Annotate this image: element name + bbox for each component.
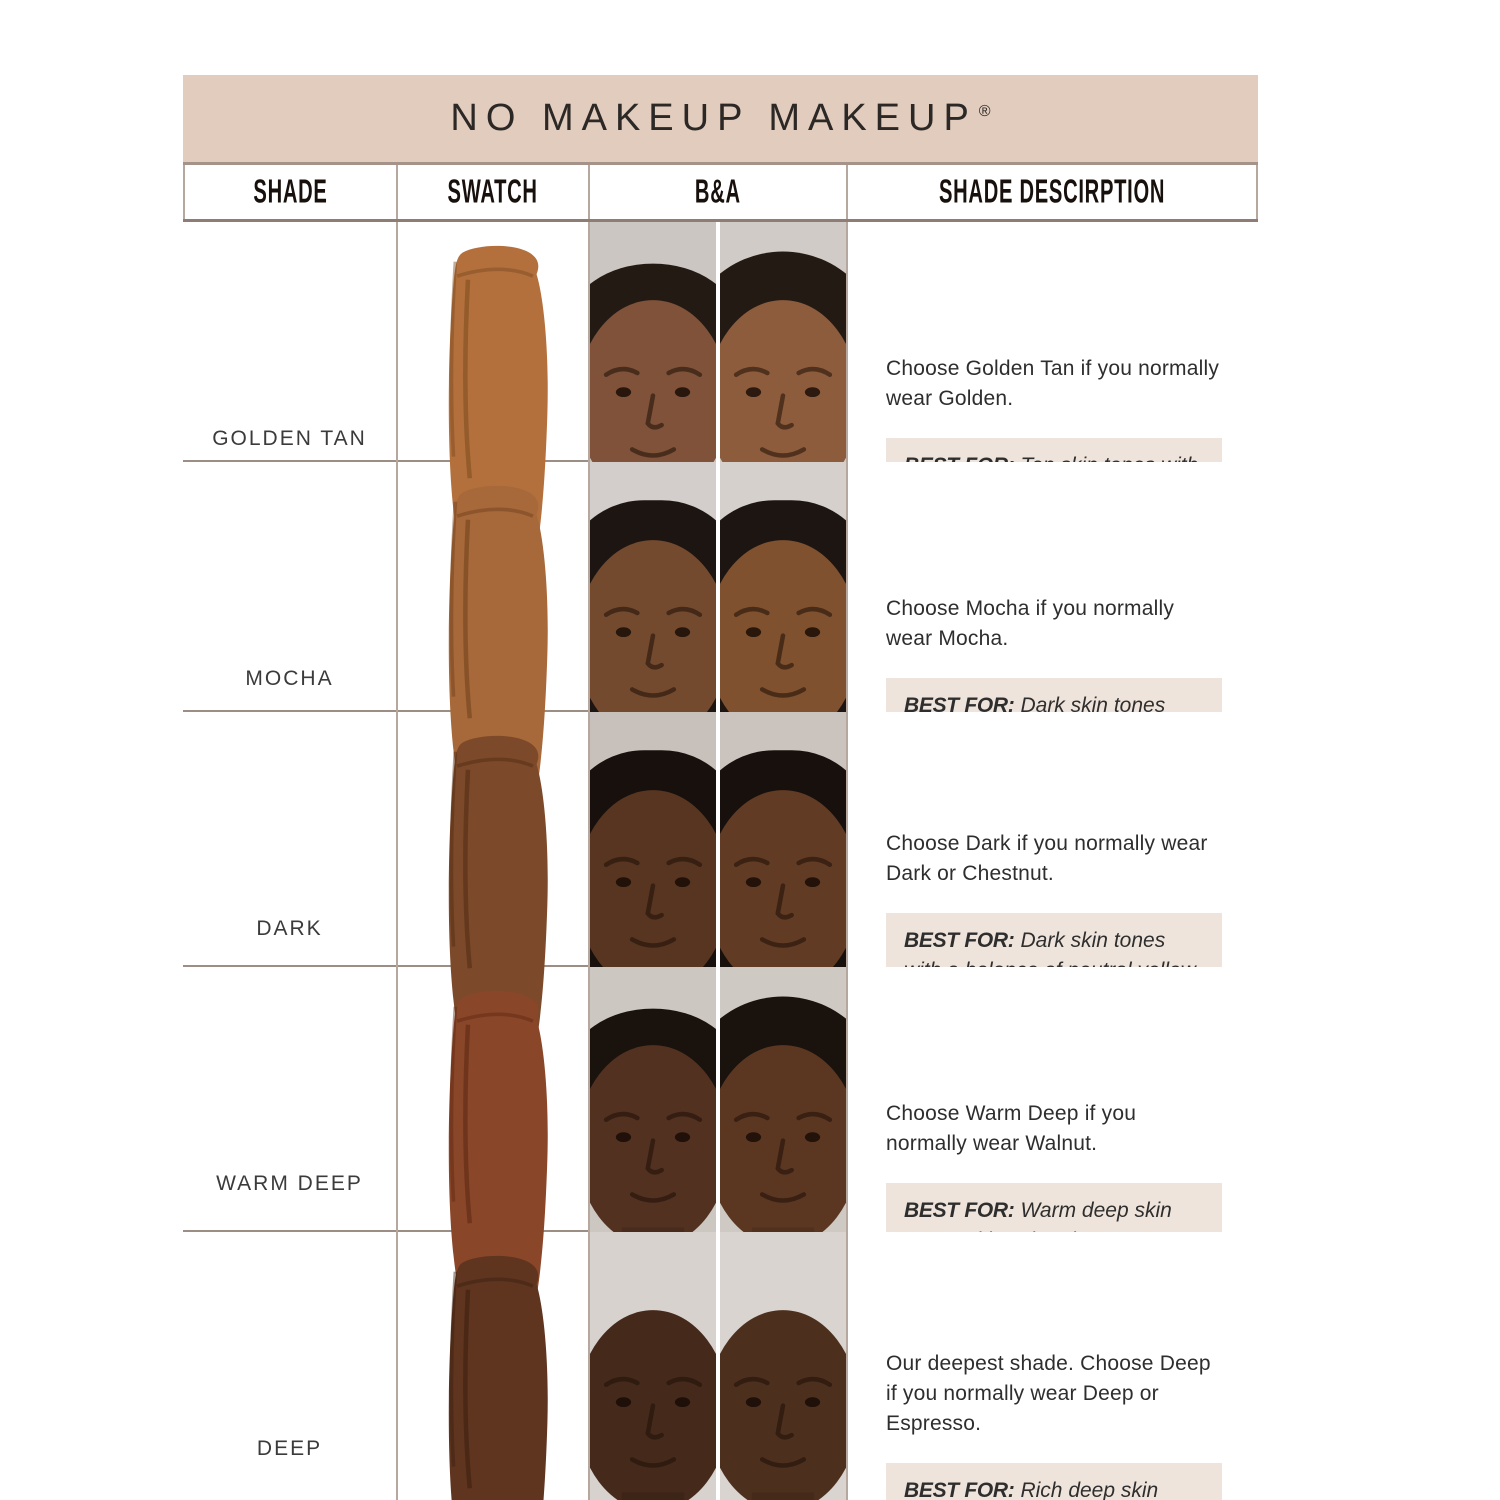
shade-description: Choose Mocha if you normally wear Mocha. <box>886 597 1175 651</box>
description-cell: Our deepest shade. Choose Deep if you no… <box>848 1232 1258 1500</box>
shade-name: GOLDEN TAN <box>212 427 367 450</box>
swatch-edge-line <box>462 1025 472 1224</box>
shade-cell: MOCHA <box>183 462 398 896</box>
swatch-edge-line <box>462 1290 472 1489</box>
column-header-swatch-label: SWATCH <box>447 172 539 210</box>
shade-name: DEEP <box>256 1437 323 1460</box>
shade-cell: DEEP <box>183 1232 398 1500</box>
brand-title: NO MAKEUP MAKEUP ® <box>450 97 990 140</box>
swatch-cell <box>398 1232 590 1500</box>
shade-description: Choose Warm Deep if you normally wear Wa… <box>886 1102 1137 1156</box>
registered-mark: ® <box>978 103 991 121</box>
after-photo: NO MAKEUP MAKEUP® <box>720 1232 846 1500</box>
column-header-shade: SHADE <box>183 165 398 219</box>
shade-name: WARM DEEP <box>216 1172 363 1195</box>
table-row: DARK <box>183 712 1258 1146</box>
column-header-description-label: SHADE DESCIRPTION <box>938 172 1166 210</box>
shade-cell: WARM DEEP <box>183 967 398 1401</box>
best-for-label: BEST FOR: <box>904 694 1015 717</box>
swatch-fold-line <box>449 752 534 948</box>
best-for-text: Rich deep skin tones with neutral undero… <box>1020 1478 1159 1500</box>
swatch-fold-line <box>449 1007 534 1203</box>
shade-name: MOCHA <box>245 667 334 690</box>
best-for-label: BEST FOR: <box>904 1199 1015 1222</box>
swatch-image <box>448 1256 548 1500</box>
after-photo-image <box>720 1232 846 1500</box>
column-header-ba-label: B&A <box>695 172 741 210</box>
table-row: WARM DEEP <box>183 967 1258 1401</box>
table-body: GOLDEN TAN <box>183 222 1258 1500</box>
best-for-label: BEST FOR: <box>904 929 1015 953</box>
shade-cell: GOLDEN TAN <box>183 222 398 656</box>
shade-description: Choose Golden Tan if you normally wear G… <box>886 357 1220 411</box>
swatch-edge-line <box>462 770 472 969</box>
swatch-edge-line <box>462 520 472 719</box>
swatch-fold-line <box>449 1272 534 1468</box>
before-after-cell: NO MAKEUP <box>590 1232 848 1500</box>
swatch-fold-line <box>449 262 534 458</box>
column-header-swatch: SWATCH <box>398 165 590 219</box>
column-header-row: SHADE SWATCH B&A SHADE DESCIRPTION <box>183 165 1258 222</box>
best-for-box: BEST FOR:Rich deep skin tones with neutr… <box>886 1462 1222 1500</box>
before-photo-image <box>590 1232 716 1500</box>
column-header-shade-label: SHADE <box>253 172 328 210</box>
swatch-smear <box>448 1256 548 1500</box>
swatch-fold-line <box>449 502 534 698</box>
shade-name: DARK <box>256 917 323 940</box>
before-photo: NO MAKEUP <box>590 1232 716 1500</box>
shade-description: Choose Dark if you normally wear Dark or… <box>886 832 1208 886</box>
shade-cell: DARK <box>183 712 398 1146</box>
shade-description: Our deepest shade. Choose Deep if you no… <box>886 1352 1211 1436</box>
column-header-description: SHADE DESCIRPTION <box>848 165 1258 219</box>
table-row: GOLDEN TAN <box>183 222 1258 656</box>
table-row: MOCHA <box>183 462 1258 896</box>
brand-header: NO MAKEUP MAKEUP ® <box>183 75 1258 165</box>
table-row: DEEP <box>183 1232 1258 1500</box>
best-for-label: BEST FOR: <box>904 1478 1015 1500</box>
swatch-edge-line <box>462 280 472 479</box>
shade-chart: NO MAKEUP MAKEUP ® SHADE SWATCH B&A SHADE… <box>183 75 1258 1500</box>
column-header-ba: B&A <box>590 165 848 219</box>
brand-title-text: NO MAKEUP MAKEUP <box>450 97 977 139</box>
